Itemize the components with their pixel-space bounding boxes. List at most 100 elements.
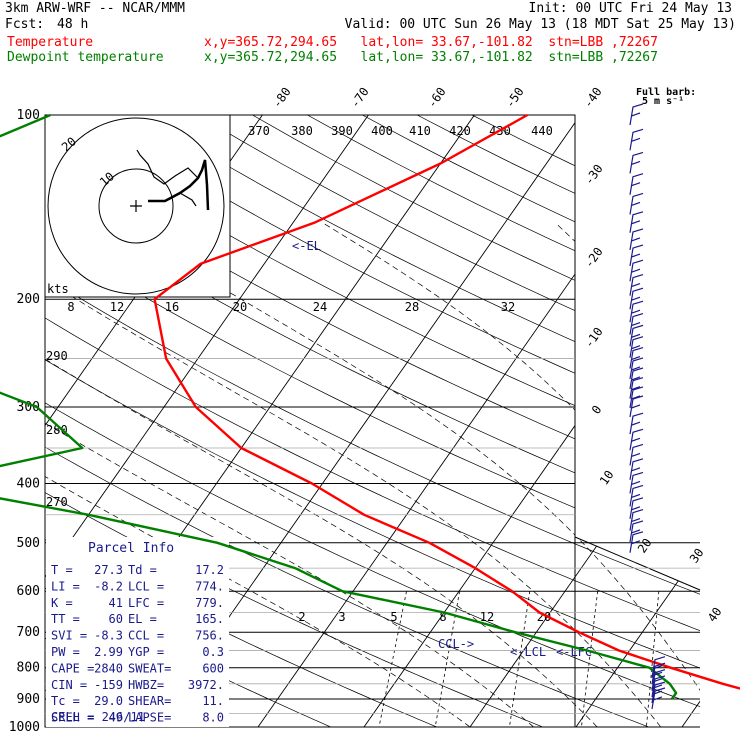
dry-adiabat-line: [575, 537, 700, 727]
moist-adiabat-line: [45, 422, 534, 727]
valid-time: Valid: 00 UTC Sun 26 May 13 (18 MDT Sat …: [344, 17, 736, 32]
parcel-label: LI =: [51, 579, 80, 593]
parcel-value: 27.3: [94, 563, 123, 577]
wind-barb: [629, 484, 644, 507]
dry-adiabat-line: [416, 115, 575, 194]
parcel-value: 2.99: [94, 645, 123, 659]
parcel-value: 41: [109, 596, 123, 610]
wind-barb: [629, 443, 644, 466]
parcel-cell: CELL = 246/11: [51, 710, 145, 724]
wind-barb: [629, 228, 644, 251]
pressure-tick-label: 500: [17, 536, 40, 551]
parcel-label: HWBZ=: [128, 678, 164, 692]
isotherm-label: 20: [635, 536, 655, 556]
extension-edge: [574, 536, 701, 591]
parcel-value: 756.: [195, 629, 224, 643]
pressure-tick-label: 300: [17, 400, 40, 415]
wind-barb: [629, 395, 644, 418]
temperature-line: [153, 113, 740, 690]
wind-barb: [629, 173, 644, 195]
theta-label: 410: [409, 124, 431, 138]
parcel-value: 49: [109, 711, 123, 725]
mixing-ratio-label: 8: [67, 300, 74, 314]
wind-barb: [629, 244, 644, 267]
isotherm-label: -40: [581, 85, 605, 111]
level-marker-label: <-EL: [292, 239, 321, 253]
full-barb-key: Full barb:5 m s⁻¹: [636, 87, 696, 107]
wind-barb: [629, 428, 644, 451]
isotherm-label: 40: [705, 605, 725, 625]
forecast-label: Fcst:: [5, 17, 45, 32]
mixing-ratio-label: 24: [313, 300, 327, 314]
wind-barb: [629, 520, 644, 543]
isotherm-label: -30: [582, 162, 606, 188]
level-marker-label: <-LCL: [510, 645, 546, 659]
wind-barb: [629, 259, 644, 282]
isotherm-label: 0: [589, 403, 605, 417]
dry-adiabat-line: [575, 537, 700, 727]
mixing-ratio-label: 12: [110, 300, 124, 314]
parcel-label: SHEAR=: [128, 694, 171, 708]
parcel-value: 29.0: [94, 694, 123, 708]
theta-label: 380: [291, 124, 313, 138]
dry-adiabat-label: 270: [46, 495, 68, 509]
mixing-ratio-line: [434, 591, 461, 727]
chart-header: 3km ARW-WRF -- NCAR/MMM Init: 00 UTC Fri…: [0, 0, 740, 70]
parcel-label: LCL =: [128, 579, 164, 593]
dewpoint-location-info: x,y=365.72,294.65 lat,lon= 33.67,-101.82…: [204, 50, 658, 65]
parcel-label: LAPSE=: [128, 711, 171, 725]
hodograph-ring-inner: [98, 168, 174, 244]
parcel-value: -8.3: [94, 629, 123, 643]
parcel-label: CAPE =: [51, 661, 94, 675]
mixing-ratio-line: [509, 591, 531, 727]
parcel-info-panel: Parcel Info T = 27.3 Td = 17.2 LI = -8.2 LCL = 7…: [46, 537, 229, 727]
mixing-ratio-label: 16: [165, 300, 179, 314]
dry-adiabat-line: [197, 115, 575, 312]
moist-adiabat-line: [575, 537, 700, 727]
full-barb-value: 5 m s⁻¹: [642, 96, 684, 107]
wind-barb: [629, 324, 644, 347]
parcel-label: SWEAT=: [128, 661, 171, 675]
dry-adiabat-line: [575, 537, 700, 727]
mixing-ratio-label: 28: [405, 300, 419, 314]
pressure-tick-label: 100: [17, 108, 40, 123]
moist-adiabat-line: [575, 537, 662, 727]
theta-label: 370: [248, 124, 270, 138]
hodograph-origin: [130, 200, 142, 212]
hodograph-ring-outer: [47, 117, 225, 295]
pressure-tick-label: 900: [17, 692, 40, 707]
wind-barb: [629, 211, 644, 233]
theta-label: 400: [371, 124, 393, 138]
mixing-ratio-label-low: 12: [480, 610, 494, 624]
isotherm-label: 30: [687, 546, 707, 566]
init-time: Init: 00 UTC Fri 24 May 13: [528, 1, 733, 16]
parcel-value: 17.2: [195, 563, 224, 577]
level-marker-label: CCL->: [438, 637, 474, 651]
mixing-ratio-line: [732, 591, 739, 727]
mixing-ratio-line: [646, 591, 660, 727]
wind-barb: [629, 287, 644, 310]
mixing-ratio-line: [378, 591, 407, 727]
parcel-label: LFC =: [128, 596, 164, 610]
parcel-value: 8.0: [202, 711, 224, 725]
parcel-value: 2840: [94, 661, 123, 675]
isotherm-label: -20: [582, 245, 606, 271]
wind-barb: [629, 336, 644, 358]
mixing-ratio-label: 20: [233, 300, 247, 314]
legend-temperature: Temperature: [7, 35, 94, 50]
parcel-label: YGP =: [128, 645, 164, 659]
wind-barb: [629, 357, 644, 380]
mixing-ratio-label: 32: [501, 300, 515, 314]
wind-barb: [629, 128, 644, 151]
forecast-hours: 48 h: [57, 17, 89, 32]
isotherm-label: -70: [348, 85, 372, 111]
wind-barb: [629, 458, 644, 480]
parcel-value: -8.2: [94, 579, 123, 593]
isotherm-line: [576, 87, 740, 727]
pressure-tick-label: 200: [17, 292, 40, 307]
wind-barb: [651, 687, 666, 710]
mixing-ratio-label-low: 8: [439, 610, 446, 624]
wind-barb: [629, 497, 644, 519]
wind-barbs: [629, 103, 666, 710]
